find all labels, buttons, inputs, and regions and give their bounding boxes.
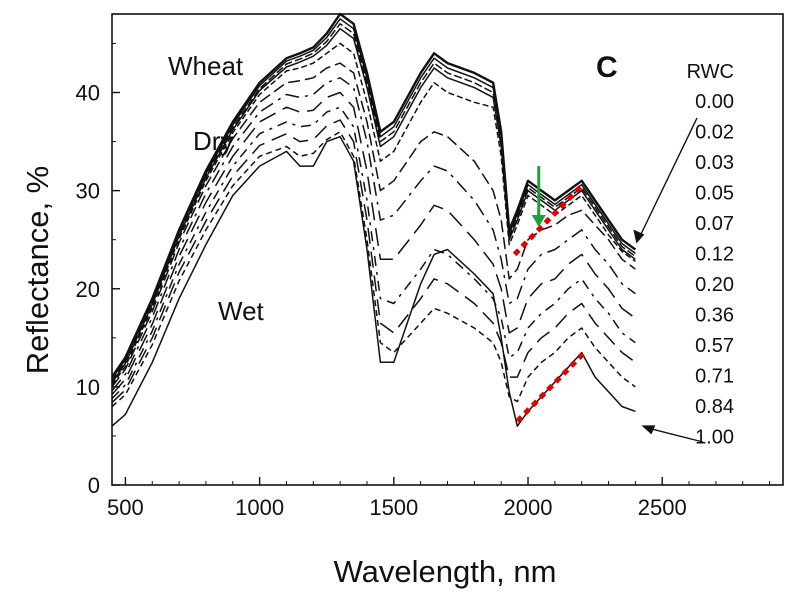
dry-slope-line [512,183,584,257]
y-axis-title: Reflectance, % [20,166,55,375]
rwc-value: 0.03 [695,152,734,174]
series-line-rwc-0.12 [111,62,636,388]
highlight-markers [512,166,587,423]
x-tick-label: 1500 [369,495,418,520]
series-line-rwc-0.84 [111,131,636,408]
y-tick-label: 40 [76,81,100,106]
wet-curve-pointer-head [641,425,656,435]
x-axis-title: Wavelength, nm [334,554,557,589]
x-axis: 500 1000 1500 2000 2500 [107,477,771,520]
panel-label: C [596,51,618,84]
series-line-rwc-0.02 [111,18,636,380]
y-tick-label: 30 [76,179,100,204]
rwc-value: 0.00 [695,91,734,113]
rwc-legend: RWC 0.00 0.02 0.03 0.05 0.07 0.12 0.20 0.36 0.57 0… [633,61,734,449]
x-tick-label: 2000 [504,495,553,520]
wet-slope-line [515,350,587,423]
rwc-value: 0.12 [695,244,734,266]
rwc-value: 0.36 [695,305,734,327]
rwc-value: 0.84 [695,396,734,418]
x-tick-label: 500 [107,495,144,520]
rwc-value: 0.02 [695,122,734,144]
y-tick-label: 0 [88,473,100,498]
series-line-rwc-0.71 [111,119,636,404]
rwc-value: 0.57 [695,335,734,357]
rwc-value: 0.71 [695,366,734,388]
series-line-rwc-0.20 [111,77,636,392]
rwc-value: 0.07 [695,213,734,235]
y-axis: 0 10 20 30 40 [76,42,120,498]
dry-curve-pointer-head [633,229,645,244]
wet-label: Wet [218,296,265,326]
y-tick-label: 10 [76,375,100,400]
series-line-rwc-0.57 [111,106,636,400]
x-tick-label: 2500 [638,495,687,520]
rwc-value: 0.20 [695,274,734,296]
wheat-label: Wheat [168,51,244,81]
dry-label: Dry [193,126,233,156]
series-line-rwc-0.36 [111,91,636,396]
wet-curve-pointer [645,426,704,443]
series-line-rwc-0.07 [111,42,636,386]
series-line-rwc-0.00 [111,12,637,378]
dry-curve-pointer [637,117,698,240]
rwc-value: 0.05 [695,183,734,205]
rwc-value: 1.00 [695,427,734,449]
depth-arrow-head [531,214,546,227]
y-tick-label: 20 [76,277,100,302]
series-line-rwc-0.03 [111,23,636,382]
x-tick-label: 1000 [235,495,284,520]
rwc-title: RWC [687,61,734,83]
